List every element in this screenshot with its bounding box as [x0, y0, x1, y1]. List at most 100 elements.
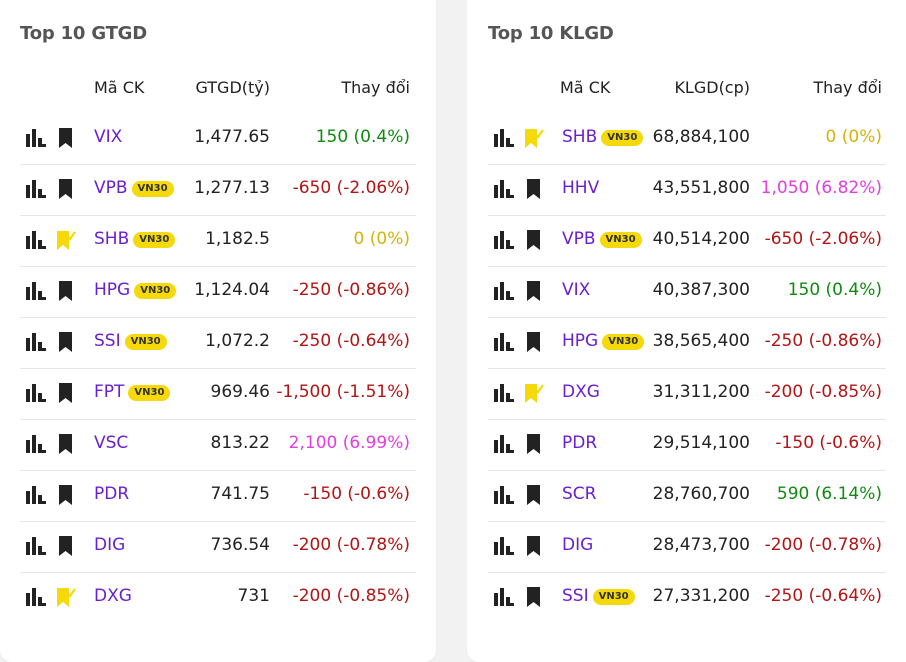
stock-symbol-link[interactable]: HHV: [562, 178, 599, 198]
trade-value: 38,565,400: [652, 331, 750, 351]
stock-symbol-link[interactable]: SSI VN30: [94, 331, 167, 351]
bar-chart-icon[interactable]: [494, 231, 514, 249]
stock-symbol-link[interactable]: FPT VN30: [94, 382, 171, 402]
table-row[interactable]: DXG 731 -200 (-0.85%): [20, 573, 416, 623]
bar-chart-icon[interactable]: [494, 129, 514, 147]
stock-symbol-link[interactable]: DXG: [94, 586, 132, 606]
stock-symbol: VSC: [94, 433, 129, 453]
table-row[interactable]: VSC 813.22 2,100 (6.99%): [20, 420, 416, 471]
table-row[interactable]: HPG VN30 38,565,400 -250 (-0.86%): [488, 318, 886, 369]
bookmark-checked-icon[interactable]: [524, 128, 544, 148]
header-symbol: Mã CK: [94, 78, 145, 97]
bookmark-icon[interactable]: [56, 179, 76, 199]
stock-symbol-link[interactable]: PDR: [94, 484, 129, 504]
stock-symbol-link[interactable]: SHB VN30: [562, 127, 644, 147]
stock-symbol: VIX: [94, 127, 123, 147]
price-change: -250 (-0.86%): [292, 280, 410, 300]
table-row[interactable]: DIG 28,473,700 -200 (-0.78%): [488, 522, 886, 573]
table-row[interactable]: DIG 736.54 -200 (-0.78%): [20, 522, 416, 573]
table-row[interactable]: PDR 741.75 -150 (-0.6%): [20, 471, 416, 522]
bar-chart-icon[interactable]: [26, 231, 46, 249]
table-row[interactable]: HHV 43,551,800 1,050 (6.82%): [488, 165, 886, 216]
stock-symbol-link[interactable]: DIG: [562, 535, 593, 555]
bookmark-icon[interactable]: [56, 281, 76, 301]
bookmark-icon[interactable]: [524, 587, 544, 607]
bookmark-icon[interactable]: [524, 230, 544, 250]
bar-chart-icon[interactable]: [26, 333, 46, 351]
bar-chart-icon[interactable]: [26, 129, 46, 147]
stock-symbol-link[interactable]: DXG: [562, 382, 600, 402]
table-row[interactable]: VIX 40,387,300 150 (0.4%): [488, 267, 886, 318]
bar-chart-icon[interactable]: [26, 384, 46, 402]
stock-symbol-link[interactable]: VSC: [94, 433, 128, 453]
bar-chart-icon[interactable]: [26, 486, 46, 504]
bookmark-icon[interactable]: [56, 128, 76, 148]
bookmark-checked-icon[interactable]: [524, 383, 544, 403]
bar-chart-icon[interactable]: [494, 537, 514, 555]
stock-symbol: VIX: [562, 280, 591, 300]
bookmark-icon[interactable]: [56, 332, 76, 352]
bookmark-checked-icon[interactable]: [56, 230, 76, 250]
bookmark-icon[interactable]: [524, 179, 544, 199]
table-row[interactable]: SSI VN30 1,072.2 -250 (-0.64%): [20, 318, 416, 369]
table-row[interactable]: FPT VN30 969.46 -1,500 (-1.51%): [20, 369, 416, 420]
table-row[interactable]: SHB VN30 1,182.5 0 (0%): [20, 216, 416, 267]
stock-symbol-link[interactable]: DIG: [94, 535, 125, 555]
table-row[interactable]: VPB VN30 40,514,200 -650 (-2.06%): [488, 216, 886, 267]
stock-symbol-link[interactable]: SHB VN30: [94, 229, 176, 249]
table-row[interactable]: PDR 29,514,100 -150 (-0.6%): [488, 420, 886, 471]
stock-symbol-link[interactable]: HPG VN30: [562, 331, 645, 351]
stock-symbol-link[interactable]: VIX: [94, 127, 122, 147]
header-change: Thay đổi: [813, 78, 882, 97]
bar-chart-icon[interactable]: [26, 435, 46, 453]
vn30-badge: VN30: [592, 589, 635, 605]
stock-symbol-link[interactable]: SSI VN30: [562, 586, 635, 606]
bookmark-icon[interactable]: [56, 536, 76, 556]
bar-chart-icon[interactable]: [26, 588, 46, 606]
trade-value: 28,473,700: [652, 535, 750, 555]
stock-symbol-link[interactable]: VIX: [562, 280, 590, 300]
table-row[interactable]: SCR 28,760,700 590 (6.14%): [488, 471, 886, 522]
table-row[interactable]: SHB VN30 68,884,100 0 (0%): [488, 114, 886, 165]
bar-chart-icon[interactable]: [494, 588, 514, 606]
bar-chart-icon[interactable]: [494, 282, 514, 300]
trade-value: 31,311,200: [652, 382, 750, 402]
trade-value: 1,277.13: [194, 178, 270, 198]
bar-chart-icon[interactable]: [494, 435, 514, 453]
bookmark-icon[interactable]: [524, 434, 544, 454]
bookmark-icon[interactable]: [524, 536, 544, 556]
table-row[interactable]: DXG 31,311,200 -200 (-0.85%): [488, 369, 886, 420]
bar-chart-icon[interactable]: [26, 537, 46, 555]
stock-symbol-link[interactable]: VPB VN30: [94, 178, 174, 198]
stock-symbol-link[interactable]: HPG VN30: [94, 280, 177, 300]
vn30-badge: VN30: [133, 232, 176, 248]
bookmark-icon[interactable]: [56, 434, 76, 454]
bookmark-icon[interactable]: [524, 332, 544, 352]
table-row[interactable]: SSI VN30 27,331,200 -250 (-0.64%): [488, 573, 886, 623]
bar-chart-icon[interactable]: [494, 486, 514, 504]
stock-symbol-link[interactable]: SCR: [562, 484, 596, 504]
bar-chart-icon[interactable]: [494, 333, 514, 351]
trade-value: 1,477.65: [194, 127, 270, 147]
bookmark-icon[interactable]: [524, 281, 544, 301]
bar-chart-icon[interactable]: [494, 384, 514, 402]
bookmark-icon[interactable]: [56, 383, 76, 403]
bookmark-icon[interactable]: [524, 485, 544, 505]
table-row[interactable]: HPG VN30 1,124.04 -250 (-0.86%): [20, 267, 416, 318]
trade-value: 1,072.2: [205, 331, 270, 351]
bar-chart-icon[interactable]: [494, 180, 514, 198]
vn30-badge: VN30: [599, 232, 642, 248]
bar-chart-icon[interactable]: [26, 180, 46, 198]
table-row[interactable]: VIX 1,477.65 150 (0.4%): [20, 114, 416, 165]
bookmark-icon[interactable]: [56, 485, 76, 505]
stock-symbol: PDR: [94, 484, 130, 504]
price-change: -150 (-0.6%): [303, 484, 410, 504]
bookmark-checked-icon[interactable]: [56, 587, 76, 607]
stock-symbol-link[interactable]: VPB VN30: [562, 229, 642, 249]
bar-chart-icon[interactable]: [26, 282, 46, 300]
stock-symbol-link[interactable]: PDR: [562, 433, 597, 453]
table-row[interactable]: VPB VN30 1,277.13 -650 (-2.06%): [20, 165, 416, 216]
price-change: -650 (-2.06%): [764, 229, 882, 249]
stock-symbol: PDR: [562, 433, 598, 453]
stock-symbol: DIG: [562, 535, 594, 555]
